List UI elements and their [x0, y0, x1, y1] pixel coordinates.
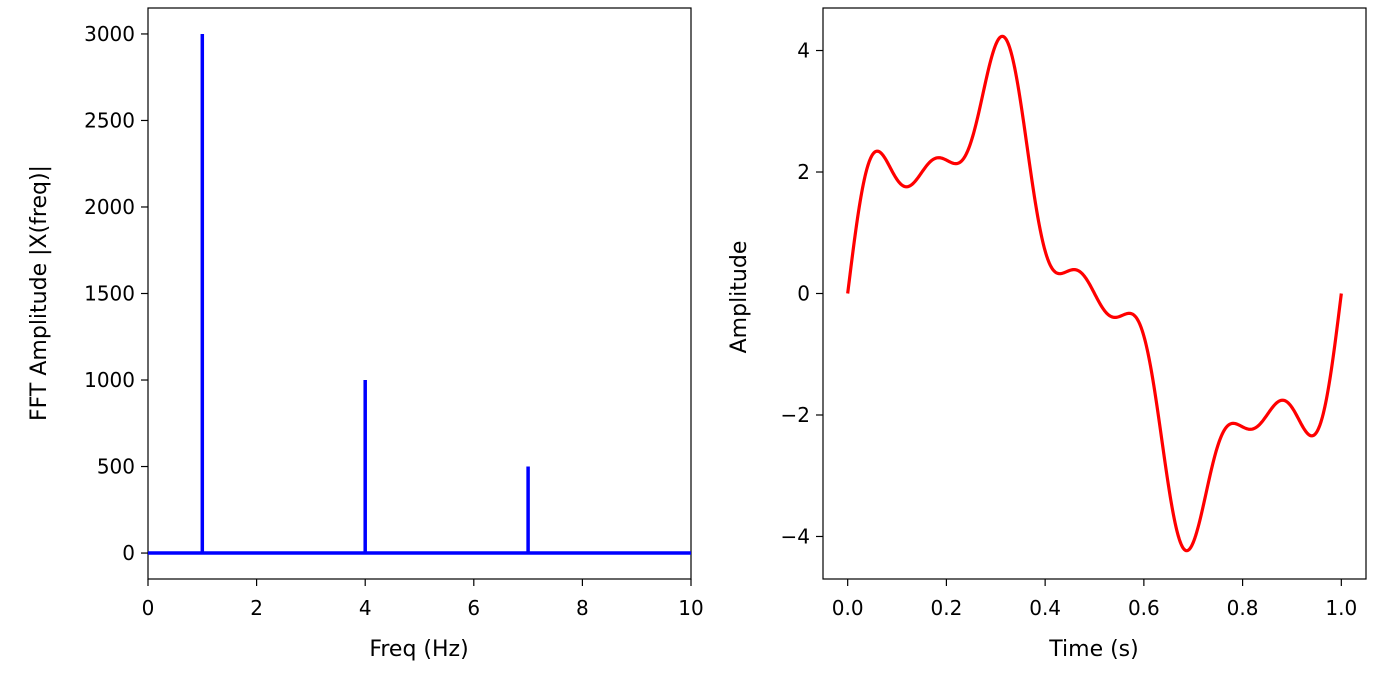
signal-y-tick-label: −2	[781, 403, 810, 427]
fft-x-tick-label: 6	[467, 596, 480, 620]
signal-x-tick-label: 0.8	[1227, 596, 1259, 620]
signal-x-tick-label: 0.6	[1128, 596, 1160, 620]
fft-bars	[148, 33, 691, 555]
fft-plot-frame	[147, 7, 692, 580]
signal-y-tick-label: 2	[797, 160, 810, 184]
fft-y-axis-label: FFT Amplitude |X(freq)|	[27, 165, 52, 421]
fft-chart: 0 2 4 6 8 10 0 500 1000 1500 2000 2500 3000 Freq (H…	[27, 7, 704, 662]
fft-y-tick-label: 2500	[84, 108, 135, 132]
signal-chart: 0.0 0.2 0.4 0.6 0.8 1.0 −4 −2 0 2 4 Time (s) Ampl…	[727, 7, 1367, 662]
fft-x-tick-label: 0	[142, 596, 155, 620]
fft-x-tick-label: 10	[678, 596, 703, 620]
fft-x-axis-label: Freq (Hz)	[369, 637, 468, 662]
signal-x-tick-label: 1.0	[1325, 596, 1357, 620]
signal-x-tick-label: 0.0	[832, 596, 864, 620]
fft-x-tick-label: 8	[576, 596, 589, 620]
signal-x-tick-label: 0.4	[1029, 596, 1061, 620]
fft-x-axis: 0 2 4 6 8 10	[142, 579, 704, 620]
fft-x-tick-label: 2	[250, 596, 263, 620]
signal-y-tick-label: −4	[781, 524, 810, 548]
fft-y-tick-label: 2000	[84, 195, 135, 219]
signal-y-axis-label: Amplitude	[727, 241, 752, 354]
fft-y-tick-label: 500	[97, 455, 135, 479]
signal-series	[846, 34, 1343, 553]
signal-y-tick-label: 0	[797, 282, 810, 306]
fft-x-tick-label: 4	[359, 596, 372, 620]
signal-x-axis: 0.0 0.2 0.4 0.6 0.8 1.0	[832, 579, 1357, 620]
fft-y-axis: 0 500 1000 1500 2000 2500 3000	[84, 22, 148, 565]
signal-line	[846, 34, 1343, 553]
signal-x-tick-label: 0.2	[931, 596, 963, 620]
signal-y-tick-label: 4	[797, 39, 810, 63]
fft-y-tick-label: 3000	[84, 22, 135, 46]
fft-y-tick-label: 1000	[84, 368, 135, 392]
signal-x-axis-label: Time (s)	[1048, 637, 1138, 662]
fft-y-tick-label: 1500	[84, 282, 135, 306]
signal-y-axis: −4 −2 0 2 4	[781, 39, 823, 548]
fft-y-tick-label: 0	[122, 541, 135, 565]
